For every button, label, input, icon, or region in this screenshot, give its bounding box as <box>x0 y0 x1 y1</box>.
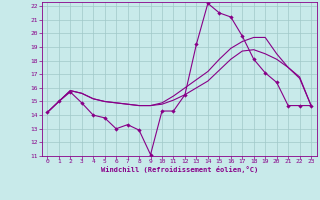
X-axis label: Windchill (Refroidissement éolien,°C): Windchill (Refroidissement éolien,°C) <box>100 166 258 173</box>
